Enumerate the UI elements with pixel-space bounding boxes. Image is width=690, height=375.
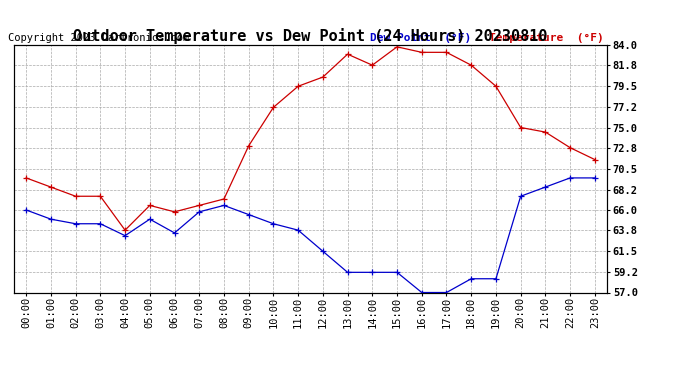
- Text: Copyright 2023 Cartronics.com: Copyright 2023 Cartronics.com: [8, 33, 189, 42]
- Text: Dew Point  (°F): Dew Point (°F): [370, 33, 471, 42]
- Text: Temperature  (°F): Temperature (°F): [489, 33, 603, 42]
- Title: Outdoor Temperature vs Dew Point (24 Hours) 20230810: Outdoor Temperature vs Dew Point (24 Hou…: [73, 28, 548, 44]
